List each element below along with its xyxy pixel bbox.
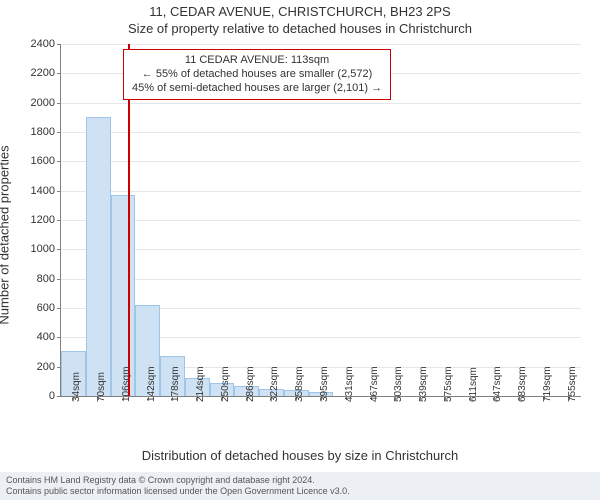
subtitle: Size of property relative to detached ho… bbox=[0, 21, 600, 36]
x-tick-label: 70sqm bbox=[96, 372, 107, 402]
x-tick-label: 106sqm bbox=[121, 366, 132, 402]
y-tick-label: 1200 bbox=[31, 214, 61, 226]
y-tick-label: 800 bbox=[37, 273, 61, 285]
annotation-box: 11 CEDAR AVENUE: 113sqm← 55% of detached… bbox=[123, 49, 391, 100]
gridline bbox=[61, 220, 581, 221]
gridline bbox=[61, 132, 581, 133]
x-tick-label: 467sqm bbox=[369, 366, 380, 402]
x-tick-label: 142sqm bbox=[146, 366, 157, 402]
address-title: 11, CEDAR AVENUE, CHRISTCHURCH, BH23 2PS bbox=[0, 4, 600, 19]
y-tick-label: 0 bbox=[49, 390, 61, 402]
y-tick-label: 200 bbox=[37, 361, 61, 373]
annotation-line: 45% of semi-detached houses are larger (… bbox=[132, 82, 382, 96]
x-tick-label: 575sqm bbox=[443, 366, 454, 402]
gridline bbox=[61, 191, 581, 192]
x-tick-label: 34sqm bbox=[71, 372, 82, 402]
gridline bbox=[61, 249, 581, 250]
gridline bbox=[61, 161, 581, 162]
gridline bbox=[61, 103, 581, 104]
gridline bbox=[61, 279, 581, 280]
y-tick-label: 1600 bbox=[31, 155, 61, 167]
x-tick-label: 755sqm bbox=[567, 366, 578, 402]
x-tick-label: 431sqm bbox=[344, 366, 355, 402]
x-tick-label: 611sqm bbox=[468, 367, 479, 402]
x-tick-label: 178sqm bbox=[170, 366, 181, 402]
y-tick-label: 2200 bbox=[31, 67, 61, 79]
x-tick-label: 503sqm bbox=[393, 366, 404, 402]
x-tick-label: 286sqm bbox=[245, 366, 256, 402]
y-tick-label: 400 bbox=[37, 331, 61, 343]
x-tick-label: 719sqm bbox=[542, 366, 553, 402]
footer-line: Contains HM Land Registry data © Crown c… bbox=[6, 475, 594, 486]
footer-attribution: Contains HM Land Registry data © Crown c… bbox=[0, 472, 600, 500]
x-tick-label: 358sqm bbox=[294, 366, 305, 402]
x-tick-label: 322sqm bbox=[269, 366, 280, 402]
chart-container: 11, CEDAR AVENUE, CHRISTCHURCH, BH23 2PS… bbox=[0, 0, 600, 500]
plot-area: 0200400600800100012001400160018002000220… bbox=[60, 44, 581, 397]
x-tick-label: 647sqm bbox=[492, 366, 503, 402]
x-tick-label: 214sqm bbox=[195, 366, 206, 402]
y-tick-label: 2000 bbox=[31, 97, 61, 109]
x-axis-label: Distribution of detached houses by size … bbox=[0, 448, 600, 463]
annotation-line: ← 55% of detached houses are smaller (2,… bbox=[132, 68, 382, 82]
gridline bbox=[61, 44, 581, 45]
y-tick-label: 600 bbox=[37, 302, 61, 314]
x-tick-label: 539sqm bbox=[418, 366, 429, 402]
histogram-bar bbox=[86, 117, 111, 396]
y-tick-label: 1000 bbox=[31, 243, 61, 255]
x-tick-label: 250sqm bbox=[220, 366, 231, 402]
y-tick-label: 1800 bbox=[31, 126, 61, 138]
y-tick-label: 1400 bbox=[31, 185, 61, 197]
x-tick-label: 683sqm bbox=[517, 366, 528, 402]
annotation-line: 11 CEDAR AVENUE: 113sqm bbox=[132, 54, 382, 68]
y-axis-label: Number of detached properties bbox=[0, 145, 12, 324]
footer-line: Contains public sector information licen… bbox=[6, 486, 594, 497]
x-tick-label: 395sqm bbox=[319, 366, 330, 402]
y-tick-label: 2400 bbox=[31, 38, 61, 50]
